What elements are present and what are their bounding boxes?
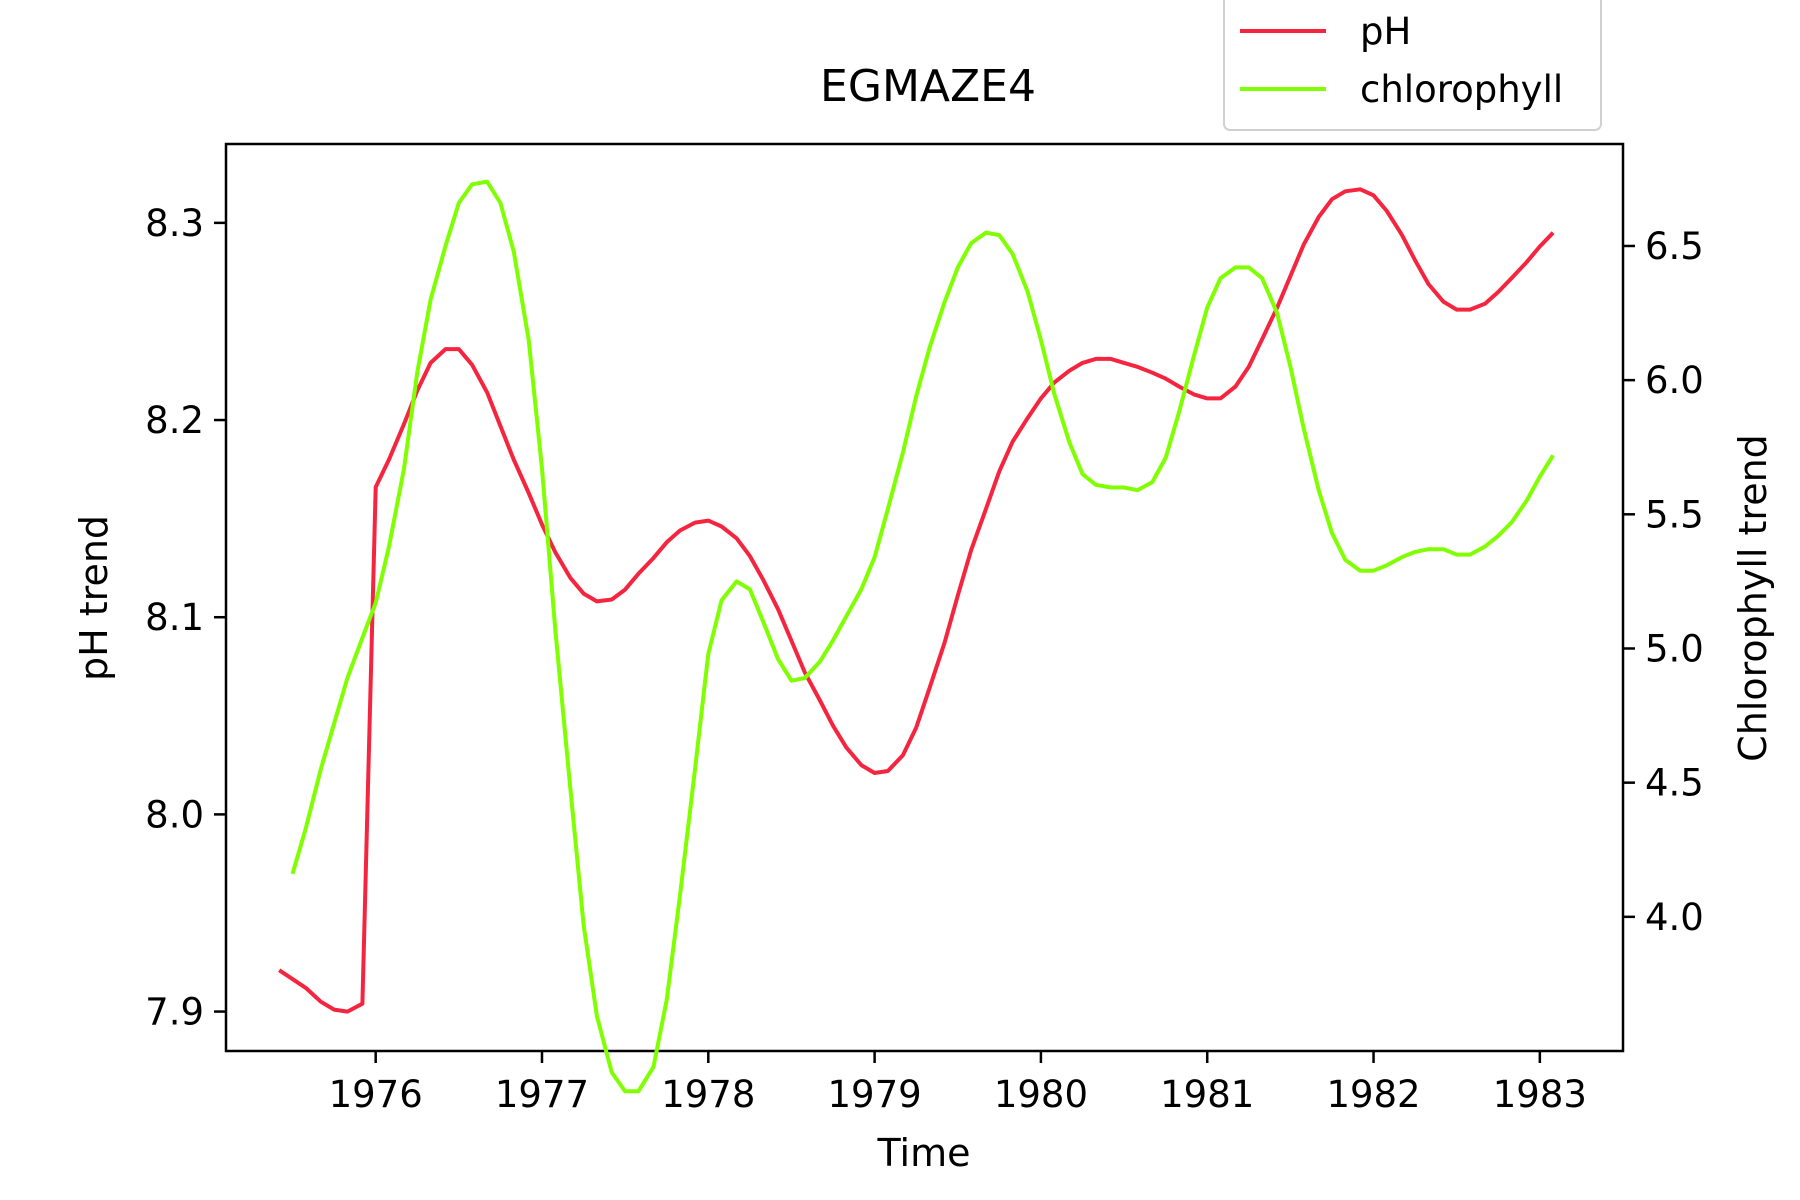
legend-label-ph: pH: [1360, 10, 1411, 53]
y-axis-right: 4.0 4.5 5.0 5.5 6.0 6.5: [1623, 225, 1704, 939]
y-tick-label: 8.0: [145, 793, 204, 836]
x-tick-label: 1983: [1493, 1073, 1587, 1116]
y-axis-left: 7.9 8.0 8.1 8.2 8.3: [145, 202, 226, 1034]
x-tick-label: 1979: [828, 1073, 922, 1116]
series-line-ph: [278, 187, 1555, 1014]
y-tick-label: 8.1: [145, 596, 204, 639]
y-axis-label: pH trend: [72, 515, 116, 681]
x-tick-label: 1982: [1326, 1073, 1420, 1116]
y2-axis-label: Chlorophyll trend: [1731, 434, 1775, 762]
x-axis: 1976 1977 1978 1979 1980 1981 1982 1983: [329, 1051, 1587, 1116]
y2-tick-label: 4.5: [1645, 762, 1704, 805]
legend-label-chlorophyll: chlorophyll: [1360, 68, 1563, 111]
y2-tick-label: 6.0: [1645, 359, 1704, 402]
y2-tick-label: 5.5: [1645, 493, 1704, 536]
legend: pH chlorophyll: [1223, 0, 1602, 131]
plot-area: [224, 142, 1625, 1094]
x-tick-label: 1980: [994, 1073, 1088, 1116]
x-axis-label: Time: [877, 1131, 971, 1175]
y-tick-label: 8.3: [145, 202, 204, 245]
x-tick-label: 1977: [495, 1073, 589, 1116]
y2-tick-label: 6.5: [1645, 225, 1704, 268]
y2-tick-label: 5.0: [1645, 627, 1704, 670]
y2-tick-label: 4.0: [1645, 896, 1704, 939]
x-tick-label: 1978: [661, 1073, 755, 1116]
y-tick-label: 8.2: [145, 399, 204, 442]
y-tick-label: 7.9: [145, 991, 204, 1034]
series-layer: [278, 179, 1555, 1094]
series-line-chlorophyll: [290, 179, 1555, 1094]
x-tick-label: 1981: [1160, 1073, 1254, 1116]
x-tick-label: 1976: [329, 1073, 423, 1116]
chart-title: EGMAZE4: [820, 61, 1036, 112]
plot-frame: [224, 142, 1625, 1053]
